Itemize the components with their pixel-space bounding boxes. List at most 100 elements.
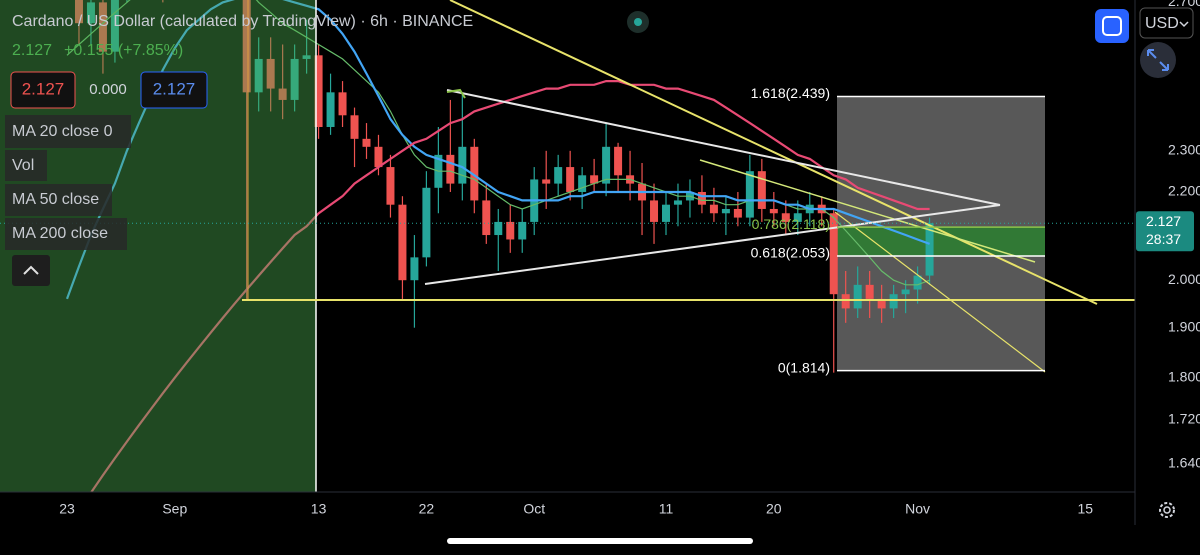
candle-body [853, 284, 862, 309]
scale-button[interactable] [1140, 42, 1176, 78]
candle-body [278, 88, 287, 100]
candle-body [865, 284, 874, 299]
legend-item[interactable]: Vol [12, 157, 34, 174]
y-tick-label: 1.720 [1168, 411, 1200, 427]
candle-body [422, 187, 431, 258]
candle-body [793, 213, 802, 222]
legend-box [5, 115, 131, 148]
candle-body [242, 0, 251, 93]
collapse-icon [23, 265, 39, 275]
candle-body [650, 200, 659, 222]
candle-body [314, 55, 323, 127]
candle-body [566, 167, 575, 192]
candle-body [877, 298, 886, 309]
candle-body [925, 223, 934, 276]
candle-body [602, 146, 611, 184]
candle-body [482, 200, 491, 236]
settings-icon[interactable] [1159, 502, 1175, 518]
legend-box [5, 218, 127, 250]
status-dot [634, 18, 642, 26]
trend-line [449, 0, 1098, 305]
currency[interactable]: USD [1145, 15, 1179, 32]
sell-box[interactable] [10, 71, 76, 109]
price-change: +0.155 (+7.85%) [64, 42, 183, 59]
candle-body [506, 221, 515, 240]
fib-label: 0(1.814) [778, 359, 830, 375]
x-tick-label: Oct [523, 501, 545, 517]
x-tick-label: 20 [766, 501, 782, 517]
ma-line [90, 80, 930, 492]
candle-body [446, 154, 455, 184]
candle-body [350, 115, 359, 139]
currency-button[interactable] [1139, 7, 1194, 39]
candle-body [494, 221, 503, 236]
legend-item[interactable]: MA 20 close 0 [12, 123, 113, 140]
legend-item[interactable]: MA 200 close [12, 225, 108, 242]
y-tick-label: 2.700 [1168, 0, 1200, 9]
buy-box[interactable] [140, 71, 208, 109]
candle-body [398, 204, 407, 281]
candle-body [590, 175, 599, 184]
triangle-line [446, 89, 1001, 206]
legend-item[interactable]: MA 50 close [12, 191, 99, 208]
candle-body [458, 146, 467, 184]
x-tick-label: Nov [905, 501, 930, 517]
x-tick-label: 23 [59, 501, 75, 517]
scale-icon [1147, 49, 1169, 71]
candle-body [554, 167, 563, 184]
candle-body [74, 0, 83, 24]
layout-button[interactable] [1095, 9, 1129, 43]
collapse-button[interactable] [12, 255, 50, 286]
candle-body [362, 138, 371, 147]
candle-body [769, 208, 778, 214]
candle-body [745, 171, 754, 218]
candle-body [290, 58, 299, 100]
candle-body [781, 213, 790, 222]
last-price: 2.127 [12, 42, 52, 59]
candle-body [889, 294, 898, 309]
buy-price[interactable]: 2.127 [153, 79, 196, 98]
candle-body [733, 208, 742, 218]
candle-body [518, 221, 527, 240]
triangle-line [424, 204, 1001, 285]
bar-countdown: 28:37 [1146, 231, 1181, 247]
sell-price[interactable]: 2.127 [22, 79, 65, 98]
fib-label: 0.786(2.118) [752, 216, 830, 232]
fib-label: 0.618(2.053) [751, 245, 830, 261]
candle-body [841, 294, 850, 309]
candle-body [697, 191, 706, 205]
trend-line [834, 211, 1046, 373]
y-tick-label: 1.800 [1168, 368, 1200, 384]
candle-body [913, 275, 922, 290]
legend-box [5, 150, 47, 181]
symbol-title: Cardano / US Dollar (calculated by Tradi… [12, 13, 473, 30]
last-price-badge [1136, 211, 1194, 252]
last-price-label: 2.127 [1146, 213, 1181, 229]
fib-label: 1.618(2.439) [751, 85, 830, 101]
candle-body [338, 92, 347, 116]
triangle-marker [446, 88, 466, 99]
candle-body [410, 257, 419, 281]
candle-body [542, 179, 551, 184]
candle-body [829, 213, 838, 295]
spread: 0.000 [89, 81, 127, 98]
candle-body [110, 0, 119, 52]
x-tick-label: 22 [419, 501, 435, 517]
y-tick-label: 2.200 [1168, 183, 1200, 199]
settings-icon-core [1163, 506, 1171, 514]
candle-body [709, 204, 718, 214]
candle-body [86, 2, 95, 24]
legend-box [5, 184, 112, 216]
home-indicator [447, 538, 753, 544]
candle-body [326, 92, 335, 127]
ma-line [65, 0, 930, 300]
candle-body [302, 55, 311, 59]
candle-body [614, 146, 623, 176]
x-tick-label: 15 [1078, 501, 1094, 517]
candle-body [470, 146, 479, 201]
candle-body [254, 58, 263, 93]
candle-body [386, 167, 395, 205]
candle-body [98, 2, 107, 52]
